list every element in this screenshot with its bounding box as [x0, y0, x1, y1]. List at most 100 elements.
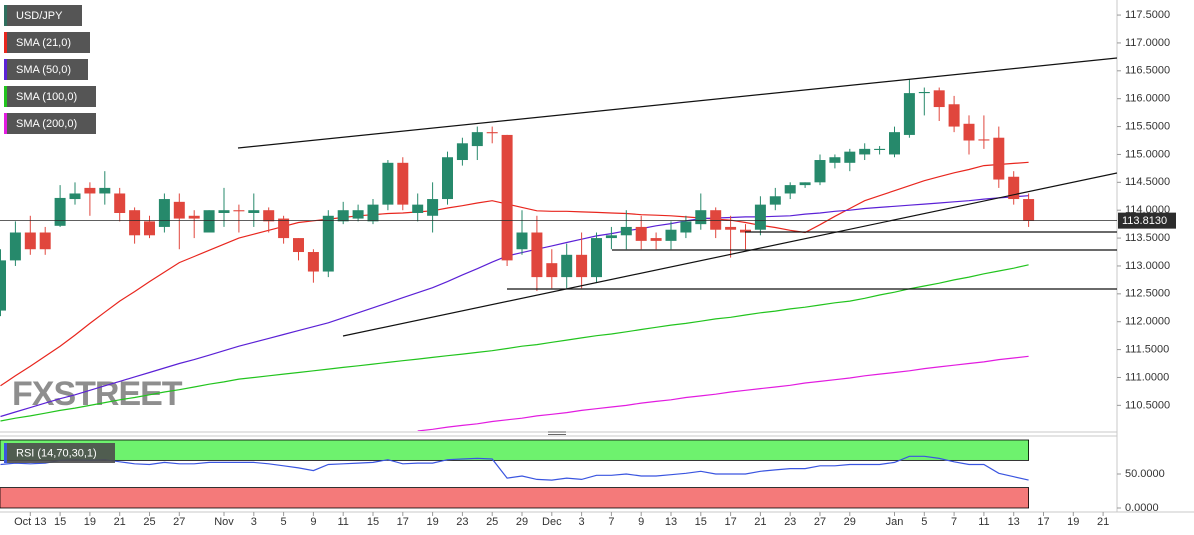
candle-body	[158, 199, 170, 227]
candle-body	[695, 210, 707, 225]
candle-body	[754, 204, 766, 230]
candle-body	[427, 199, 439, 216]
x-tick-label: 19	[426, 516, 438, 528]
legend-label: SMA (50,0)	[16, 64, 71, 76]
panel-handle[interactable]	[548, 431, 566, 435]
x-tick-label: 7	[608, 516, 614, 528]
legend-box[interactable]	[4, 32, 90, 53]
price-plot	[0, 79, 1117, 431]
y-tick-label: 115.5000	[1125, 120, 1170, 132]
candle-body	[129, 210, 141, 236]
legend-swatch	[4, 113, 7, 134]
y-tick-label: 117.5000	[1125, 9, 1170, 21]
y-tick-label: 115.0000	[1125, 148, 1170, 160]
legend-box[interactable]	[4, 86, 96, 107]
x-tick-label: 27	[814, 516, 826, 528]
sma-line	[417, 355, 1029, 431]
legend-label: RSI (14,70,30,1)	[16, 447, 97, 459]
legend-swatch	[4, 5, 7, 26]
candle-body	[84, 187, 96, 194]
candle-body	[486, 132, 498, 134]
candle-body	[248, 210, 260, 213]
x-tick-label: Nov	[214, 516, 234, 528]
candle-body	[799, 182, 811, 186]
candle-body	[39, 232, 51, 250]
candle-body	[576, 254, 588, 278]
x-tick-label: 11	[978, 516, 989, 528]
x-tick-label: Dec	[542, 516, 562, 528]
candle-body	[0, 260, 6, 311]
rsi-plot	[0, 439, 1029, 509]
y-tick-label: 111.0000	[1125, 371, 1169, 383]
candle-body	[69, 193, 81, 200]
candle-body	[963, 123, 975, 141]
candle-body	[546, 263, 558, 278]
candle-body	[591, 238, 602, 278]
y-tick-label: 116.0000	[1125, 93, 1170, 105]
rsi-line	[0, 455, 1029, 481]
y-tick-label: 110.5000	[1125, 399, 1170, 411]
x-tick-label: 11	[337, 516, 348, 528]
candle-body	[978, 139, 990, 141]
candle-body	[531, 232, 543, 278]
oversold-zone	[0, 487, 1029, 509]
candle-body	[740, 229, 751, 233]
candle-body	[278, 218, 290, 239]
x-tick-label: 23	[784, 516, 796, 528]
x-tick-label: 15	[695, 516, 707, 528]
candle-body	[233, 210, 245, 212]
candle-body	[650, 238, 662, 241]
sma-line	[0, 264, 1029, 422]
candle-body	[561, 254, 573, 278]
legend-swatch	[4, 86, 7, 107]
sma-line	[0, 161, 1029, 387]
x-tick-label: 29	[516, 516, 528, 528]
legend-swatch	[4, 59, 7, 80]
x-tick-label: 17	[1037, 516, 1049, 528]
legend-box	[4, 443, 115, 463]
candle-body	[218, 210, 230, 213]
x-tick-label: 5	[921, 516, 927, 528]
legend: RSI (14,70,30,1) USD/JPY SMA (21,0) SMA (50…	[4, 5, 115, 463]
x-tick-label: 19	[1067, 516, 1079, 528]
y-tick-label: 117.0000	[1125, 37, 1170, 49]
candle-body	[784, 185, 796, 194]
y-tick-label: 112.5000	[1125, 288, 1170, 300]
candle-body	[814, 160, 826, 183]
candle-body	[188, 215, 200, 219]
x-tick-label: 5	[281, 516, 287, 528]
x-tick-label: 25	[143, 516, 155, 528]
legend-box[interactable]	[4, 59, 88, 80]
x-tick-label: 19	[84, 516, 96, 528]
candle-body	[442, 157, 453, 200]
legend-label: USD/JPY	[16, 10, 63, 22]
legend-label: SMA (100,0)	[16, 91, 77, 103]
x-tick-label: Oct 13	[14, 516, 46, 528]
candle-body	[918, 91, 930, 94]
x-tick-label: 15	[54, 516, 66, 528]
candle-body	[1008, 176, 1020, 200]
candle-body	[933, 90, 945, 108]
candle-body	[99, 187, 111, 194]
last-price-label: 113.8130	[1122, 215, 1167, 227]
y-tick-label: 114.5000	[1125, 176, 1170, 188]
overbought-zone	[0, 439, 1029, 461]
candle-body	[874, 148, 886, 150]
candle-body	[993, 137, 1005, 180]
candle-body	[24, 232, 36, 250]
y-tick-label: 113.5000	[1125, 232, 1170, 244]
candle-body	[471, 132, 483, 147]
trendline	[237, 57, 1117, 149]
legend-label: SMA (21,0)	[16, 37, 71, 49]
candle-body	[605, 235, 617, 239]
candle-body	[114, 193, 126, 213]
candle-body	[889, 132, 900, 155]
y-tick-label: 113.0000	[1125, 260, 1170, 272]
x-tick-label: 3	[251, 516, 257, 528]
legend-box[interactable]	[4, 5, 82, 26]
legend-box[interactable]	[4, 113, 96, 134]
candle-body	[367, 204, 379, 222]
x-tick-label: 21	[754, 516, 766, 528]
candle-body	[680, 221, 692, 233]
